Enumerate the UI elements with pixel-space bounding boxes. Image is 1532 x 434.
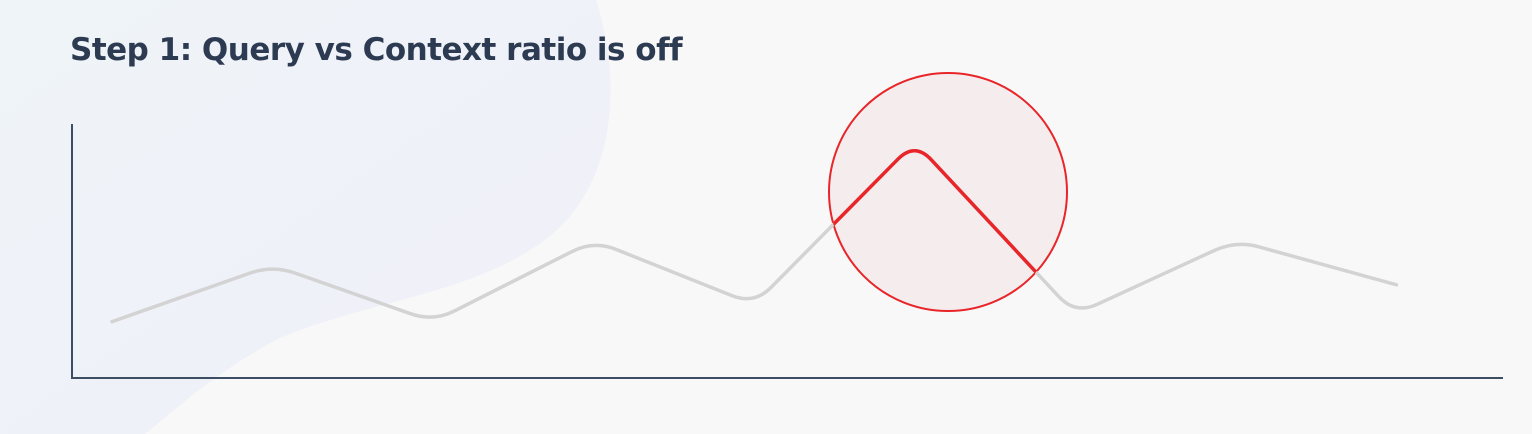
data-point-peak (911, 138, 919, 146)
data-point-8 (1393, 281, 1401, 289)
data-point-6 (1071, 310, 1079, 318)
data-point-4 (750, 301, 758, 309)
data-point-7 (1232, 237, 1240, 245)
background-blob (0, 0, 611, 434)
data-point-2 (429, 318, 437, 326)
data-point-0 (108, 318, 116, 326)
data-point-1 (269, 261, 277, 269)
page-title: Step 1: Query vs Context ratio is off (70, 32, 683, 68)
series-line (110, 149, 1399, 324)
data-point-3 (590, 237, 598, 245)
highlight-circle (828, 72, 1068, 312)
